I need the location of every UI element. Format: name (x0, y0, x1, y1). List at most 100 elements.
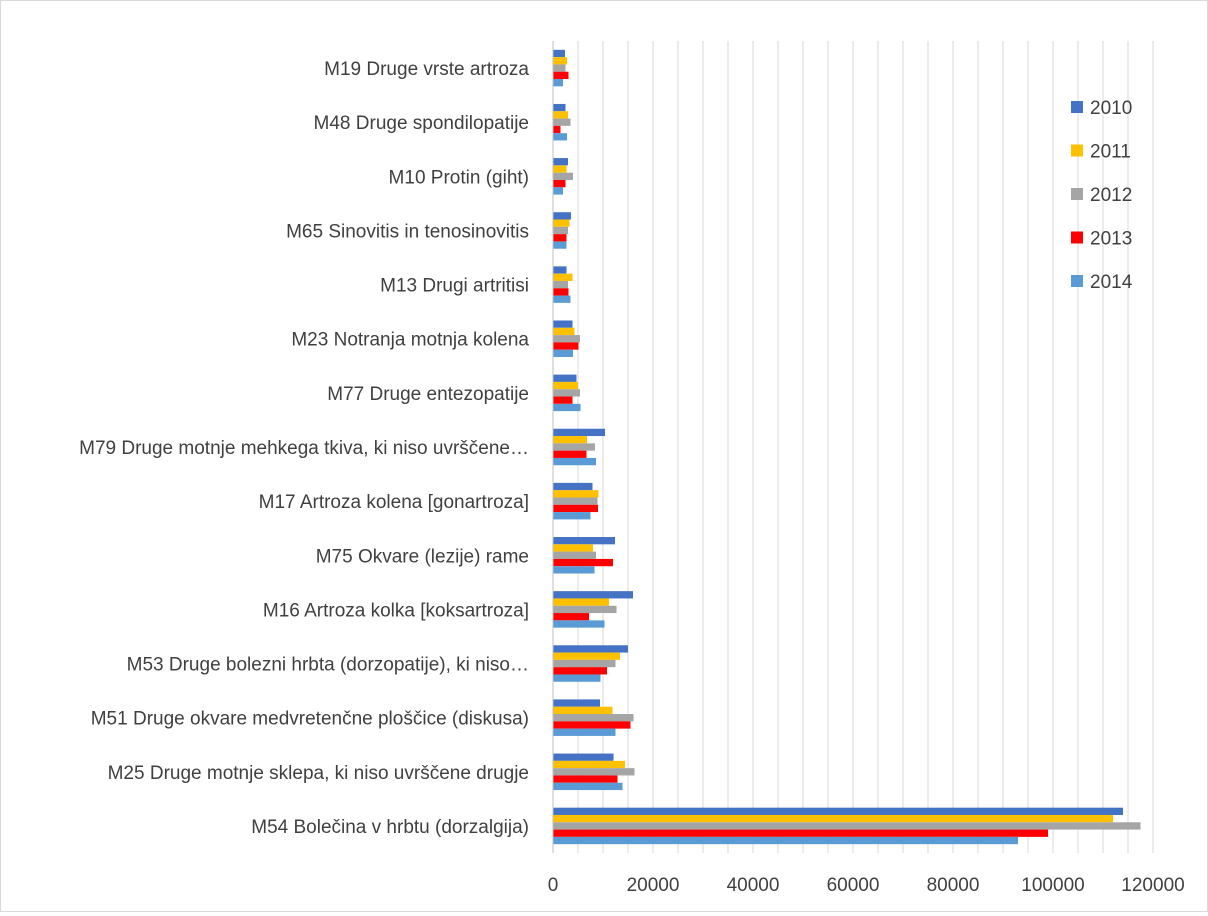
legend-swatch-2010 (1071, 101, 1083, 113)
bar-2011-10 (553, 598, 609, 606)
bar-2013-3 (553, 234, 567, 242)
bar-2012-6 (553, 389, 580, 397)
bar-2013-13 (553, 775, 618, 783)
x-tick-label: 0 (548, 875, 559, 896)
bar-2010-7 (553, 428, 605, 437)
bar-2013-2 (553, 179, 566, 188)
x-tick-label: 100000 (1021, 875, 1084, 896)
bar-2013-0 (553, 71, 569, 80)
x-tick-label: 80000 (927, 875, 980, 896)
bar-2011-8 (553, 490, 599, 498)
legend-swatch-2011 (1071, 144, 1083, 157)
bars (553, 49, 1141, 845)
x-tick-label: 120000 (1121, 875, 1184, 896)
bar-2011-14 (553, 814, 1113, 823)
bar-2013-1 (553, 125, 561, 134)
legend-swatch-2012 (1071, 188, 1083, 200)
bar-2010-3 (553, 212, 571, 220)
bar-2010-4 (553, 266, 567, 274)
bar-2014-1 (553, 133, 567, 141)
bar-2014-12 (553, 728, 616, 736)
bar-2011-13 (553, 760, 625, 769)
bar-2014-4 (553, 295, 571, 303)
bar-2013-9 (553, 558, 613, 567)
bar-2013-11 (553, 667, 607, 675)
bar-2014-7 (553, 457, 596, 466)
category-label: M19 Druge vrste artroza (324, 59, 529, 80)
bar-2013-7 (553, 450, 587, 458)
bar-2012-0 (553, 64, 566, 72)
bar-2011-12 (553, 706, 613, 715)
category-label: M13 Drugi artritisi (380, 276, 529, 297)
bar-2011-5 (553, 327, 575, 336)
bar-2010-6 (553, 374, 577, 382)
category-labels: M19 Druge vrste artroza M48 Druge spondil… (79, 59, 529, 838)
bar-2010-5 (553, 320, 573, 328)
legend-swatch-2014 (1071, 275, 1083, 287)
bar-2010-1 (553, 103, 566, 112)
bar-2012-2 (553, 172, 573, 180)
legend: 2010 2011 2012 2013 2014 (1071, 98, 1133, 293)
legend-label: 2011 (1090, 142, 1131, 163)
legend-label: 2010 (1090, 98, 1132, 119)
bar-2010-8 (553, 482, 593, 491)
category-label: M65 Sinovitis in tenosinovitis (286, 221, 529, 242)
category-label: M51 Druge okvare medvretenčne ploščice (… (91, 709, 529, 730)
bar-2014-14 (553, 836, 1018, 845)
bar-2010-14 (553, 807, 1123, 815)
bar-2010-11 (553, 645, 628, 653)
bar-2014-10 (553, 620, 605, 628)
bar-2013-4 (553, 288, 569, 296)
category-label: M54 Bolečina v hrbtu (dorzalgija) (251, 817, 529, 838)
category-label: M16 Artroza kolka [koksartroza] (263, 600, 529, 621)
legend-label: 2012 (1090, 185, 1132, 206)
category-label: M25 Druge motnje sklepa, ki niso uvrščen… (108, 763, 529, 784)
bar-2011-11 (553, 652, 620, 660)
bar-2010-10 (553, 591, 633, 599)
bar-2014-13 (553, 782, 623, 791)
legend-label: 2014 (1090, 272, 1133, 293)
bar-2011-3 (553, 219, 570, 227)
bar-2013-10 (553, 613, 589, 621)
category-label: M10 Protin (giht) (389, 167, 529, 188)
bar-2011-1 (553, 111, 568, 119)
legend-swatch-2013 (1071, 231, 1083, 244)
bar-2010-9 (553, 537, 615, 545)
bar-2012-12 (553, 714, 634, 722)
bar-2012-14 (553, 822, 1141, 830)
bar-2012-8 (553, 497, 598, 505)
x-tick-label: 60000 (827, 875, 880, 896)
bar-2011-6 (553, 381, 578, 390)
bar-2011-4 (553, 273, 573, 281)
bar-2011-9 (553, 544, 593, 552)
bar-2010-13 (553, 753, 614, 761)
bar-2013-8 (553, 504, 598, 513)
bar-2013-6 (553, 396, 573, 404)
gridlines (577, 41, 1154, 853)
bar-2012-7 (553, 443, 595, 451)
category-label: M79 Druge motnje mehkega tkiva, ki niso … (79, 438, 529, 459)
bar-2014-6 (553, 403, 581, 412)
bar-2010-2 (553, 158, 568, 166)
x-tick-labels: 0 20000 40000 60000 80000 100000 120000 (548, 875, 1185, 896)
bar-2012-4 (553, 280, 568, 289)
category-label: M53 Druge bolezni hrbta (dorzopatije), k… (127, 655, 529, 676)
bar-2014-5 (553, 349, 573, 357)
bar-2014-9 (553, 566, 595, 574)
bar-2014-3 (553, 241, 567, 249)
x-tick-label: 20000 (627, 875, 680, 896)
bar-2014-11 (553, 674, 601, 682)
bar-2013-14 (553, 829, 1048, 837)
category-label: M48 Druge spondilopatije (314, 113, 529, 134)
bar-2012-3 (553, 226, 568, 235)
bar-2010-12 (553, 699, 600, 707)
bar-2012-11 (553, 659, 616, 668)
legend-label: 2013 (1090, 229, 1132, 250)
bar-2014-2 (553, 187, 563, 195)
bar-2011-7 (553, 436, 587, 444)
bar-2014-0 (553, 79, 563, 87)
category-label: M23 Notranja motnja kolena (291, 330, 529, 351)
category-label: M75 Okvare (lezije) rame (316, 546, 529, 567)
bar-2011-2 (553, 165, 567, 173)
